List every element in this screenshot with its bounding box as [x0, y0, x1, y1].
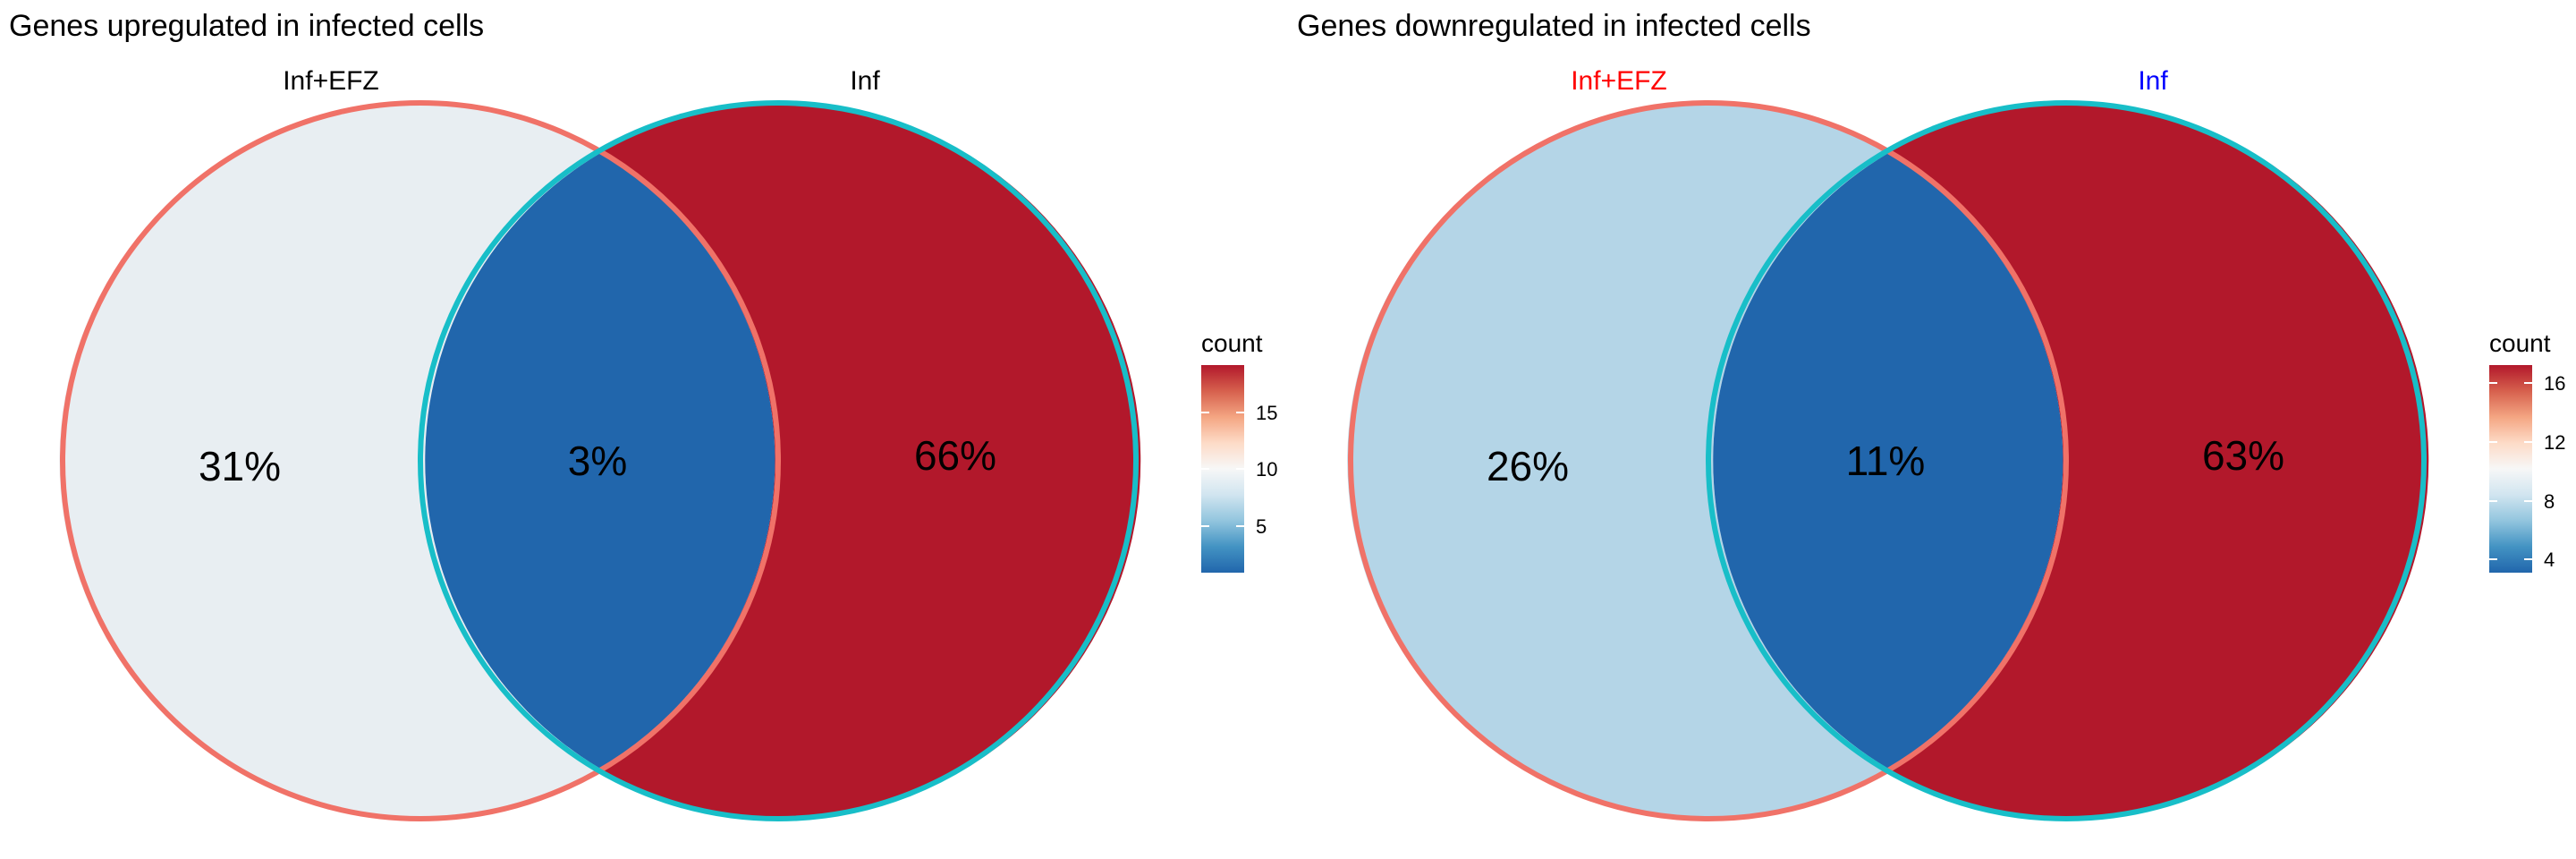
region-label-left-only: 26%	[1487, 443, 1569, 489]
region-label-overlap: 11%	[1846, 438, 1926, 484]
venn-panel-upregulated: Genes upregulated in infected cells Inf+…	[9, 9, 1277, 821]
set-label-right: Inf	[2138, 66, 2168, 96]
region-label-right-only: 66%	[914, 432, 996, 479]
panel-title: Genes downregulated in infected cells	[1297, 9, 1811, 43]
legend-tick-label: 10	[1256, 458, 1277, 481]
set-outline-left	[1348, 100, 2069, 821]
legend-tick-label: 5	[1256, 515, 1267, 538]
set-label-left: Inf+EFZ	[283, 66, 379, 96]
set-outline-right	[418, 100, 1139, 821]
region-left-only	[1347, 103, 1888, 819]
region-overlap	[425, 153, 775, 769]
legend-title: count	[2489, 329, 2551, 357]
region-label-left-only: 31%	[199, 443, 281, 489]
color-legend: count 4 8 12 16	[2489, 329, 2565, 573]
legend-tick-label: 15	[1256, 402, 1277, 424]
region-label-right-only: 63%	[2202, 432, 2284, 479]
set-outline-left	[60, 100, 781, 821]
legend-tick-label: 4	[2544, 549, 2555, 571]
region-overlap	[1713, 153, 2063, 769]
legend-title: count	[1201, 329, 1263, 357]
legend-tick-label: 16	[2544, 372, 2565, 395]
legend-colorbar	[2489, 365, 2532, 573]
set-label-left: Inf+EFZ	[1571, 66, 1667, 96]
region-right-only	[1887, 103, 2429, 819]
venn-panel-downregulated: Genes downregulated in infected cells In…	[1297, 9, 2565, 821]
region-left-only	[59, 102, 600, 819]
panel-title: Genes upregulated in infected cells	[9, 9, 484, 43]
set-outline-right	[1706, 100, 2427, 821]
set-label-right: Inf	[850, 66, 880, 96]
color-legend: count 5 10 15	[1201, 329, 1277, 573]
legend-tick-label: 12	[2544, 431, 2565, 454]
legend-tick-label: 8	[2544, 490, 2555, 513]
region-right-only	[599, 102, 1141, 819]
region-label-overlap: 3%	[568, 438, 627, 484]
